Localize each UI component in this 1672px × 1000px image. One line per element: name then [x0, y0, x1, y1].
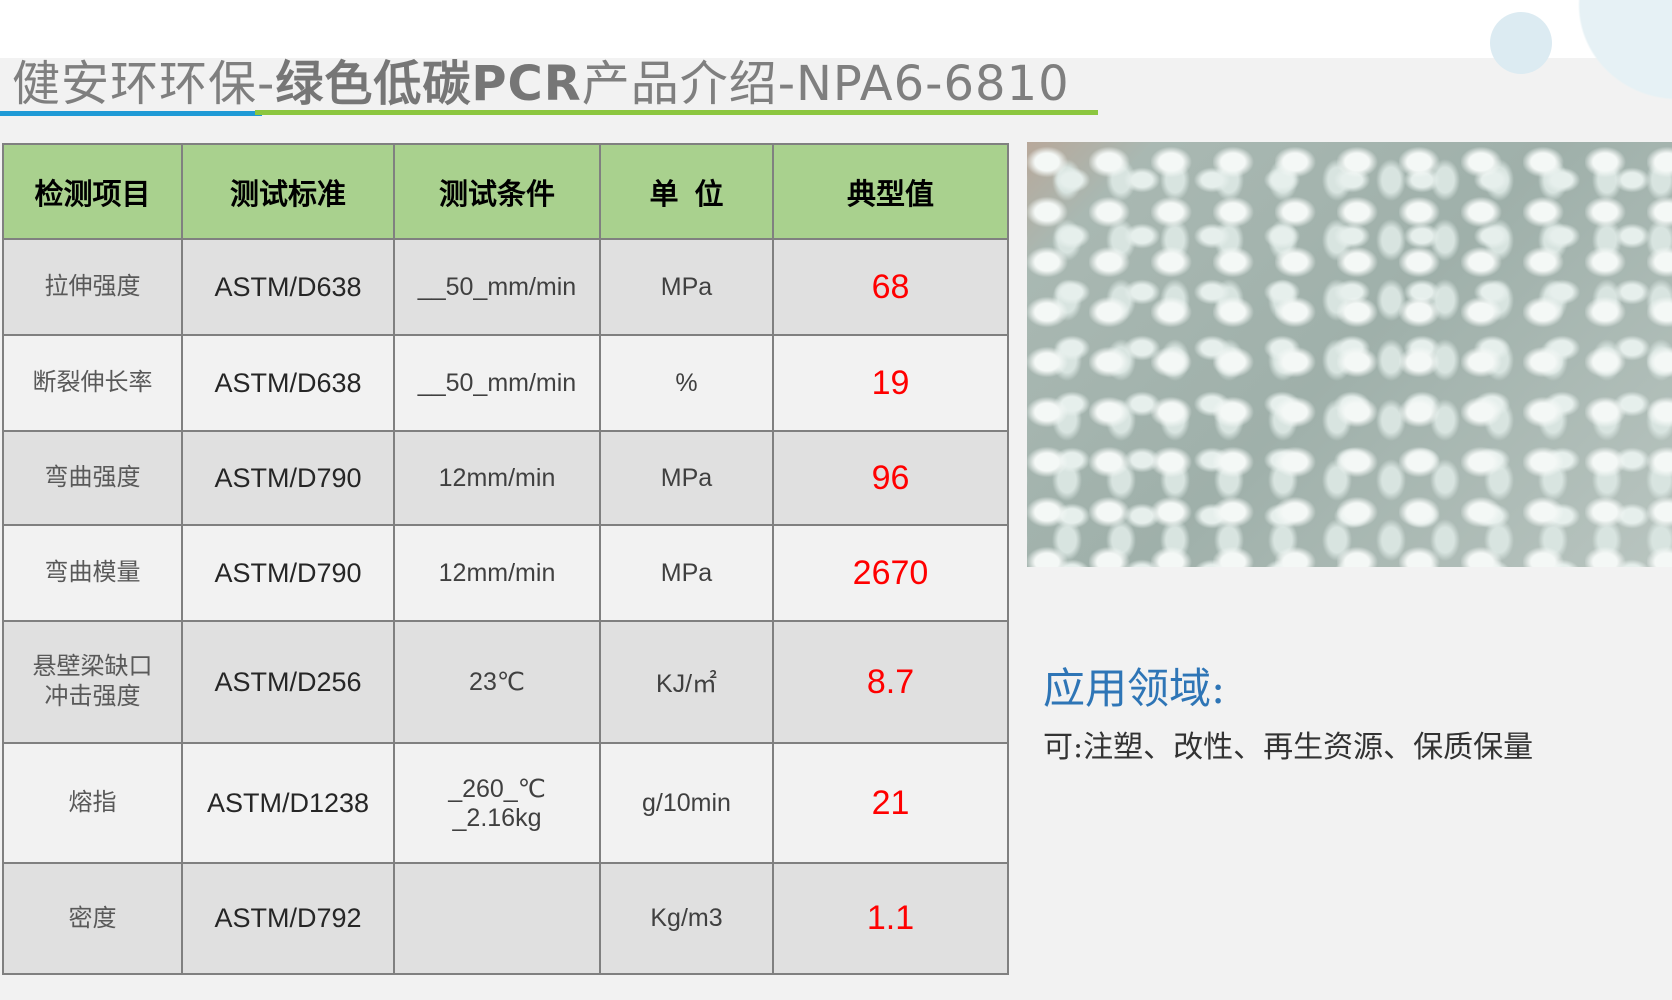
cell-standard: ASTM/D638 [181, 238, 395, 336]
title-underline-blue [0, 111, 262, 116]
table-row: 悬壁梁缺口 冲击强度 ASTM/D256 23℃ KJ/㎡ 8.7 [2, 620, 1009, 744]
cell-value: 96 [772, 430, 1009, 526]
page-title: 健安环环保-绿色低碳PCR产品介绍-NPA6-6810 [12, 44, 1070, 114]
title-underline-green [255, 110, 1098, 115]
cell-unit: KJ/㎡ [599, 620, 774, 744]
cell-value: 8.7 [772, 620, 1009, 744]
header-item: 检测项目 [2, 143, 183, 240]
cell-standard: ASTM/D792 [181, 862, 395, 975]
cell-item: 密度 [2, 862, 183, 975]
header-condition: 测试条件 [393, 143, 601, 240]
table-row: 断裂伸长率 ASTM/D638 __50_mm/min% 19 [2, 334, 1009, 432]
cell-condition: 12mm/min [393, 430, 601, 526]
spec-table: 检测项目 测试标准 测试条件 单 位 典型值 拉伸强度 ASTM/D638 __50… [2, 143, 1009, 975]
table-row: 密度 ASTM/D792 Kg/m3 1.1 [2, 862, 1009, 975]
header-standard: 测试标准 [181, 143, 395, 240]
cell-condition: _260_℃ _2.16kg [393, 742, 601, 864]
cell-item: 拉伸强度 [2, 238, 183, 336]
table-row: 熔指 ASTM/D1238 _260_℃ _2.16kg g/10min 21 [2, 742, 1009, 864]
cell-item: 悬壁梁缺口 冲击强度 [2, 620, 183, 744]
header-value: 典型值 [772, 143, 1009, 240]
cell-value: 68 [772, 238, 1009, 336]
cell-value: 1.1 [772, 862, 1009, 975]
application-heading: 应用领域: [1043, 664, 1226, 713]
cell-item: 弯曲强度 [2, 430, 183, 526]
top-band [0, 0, 1672, 58]
cell-unit: MPa [599, 238, 774, 336]
cell-condition [393, 862, 601, 975]
cell-standard: ASTM/D1238 [181, 742, 395, 864]
header-unit: 单 位 [599, 143, 774, 240]
table-row: 弯曲强度 ASTM/D790 12mm/min MPa 96 [2, 430, 1009, 526]
cell-condition: 12mm/min [393, 524, 601, 622]
cell-value: 21 [772, 742, 1009, 864]
table-row: 拉伸强度 ASTM/D638 __50_mm/min MPa 68 [2, 238, 1009, 336]
cell-condition: __50_mm/min [393, 238, 601, 336]
cell-standard: ASTM/D790 [181, 430, 395, 526]
cell-value: 2670 [772, 524, 1009, 622]
cell-unit: Kg/m3 [599, 862, 774, 975]
cell-standard: ASTM/D256 [181, 620, 395, 744]
title-prefix: 健安环环保- [12, 56, 276, 112]
application-text: 可:注塑、改性、再生资源、保质保量 [1043, 730, 1534, 765]
cell-standard: ASTM/D790 [181, 524, 395, 622]
table-header-row: 检测项目 测试标准 测试条件 单 位 典型值 [2, 143, 1009, 240]
cell-standard: ASTM/D638 [181, 334, 395, 432]
table-row: 弯曲模量 ASTM/D790 12mm/min MPa 2670 [2, 524, 1009, 622]
cell-unit: MPa [599, 524, 774, 622]
decorative-circle-large [1572, 0, 1672, 100]
cell-value: 19 [772, 334, 1009, 432]
cell-condition: 23℃ [393, 620, 601, 744]
cell-unit: % [599, 334, 774, 432]
title-suffix: 产品介绍-NPA6-6810 [581, 56, 1070, 112]
cell-condition: __50_mm/min [393, 334, 601, 432]
cell-unit: g/10min [599, 742, 774, 864]
title-bold: 绿色低碳PCR [275, 56, 582, 112]
cell-item: 弯曲模量 [2, 524, 183, 622]
cell-item: 断裂伸长率 [2, 334, 183, 432]
cell-item: 熔指 [2, 742, 183, 864]
cell-unit: MPa [599, 430, 774, 526]
decorative-circle [1490, 12, 1552, 74]
product-pellets-photo [1027, 142, 1672, 567]
